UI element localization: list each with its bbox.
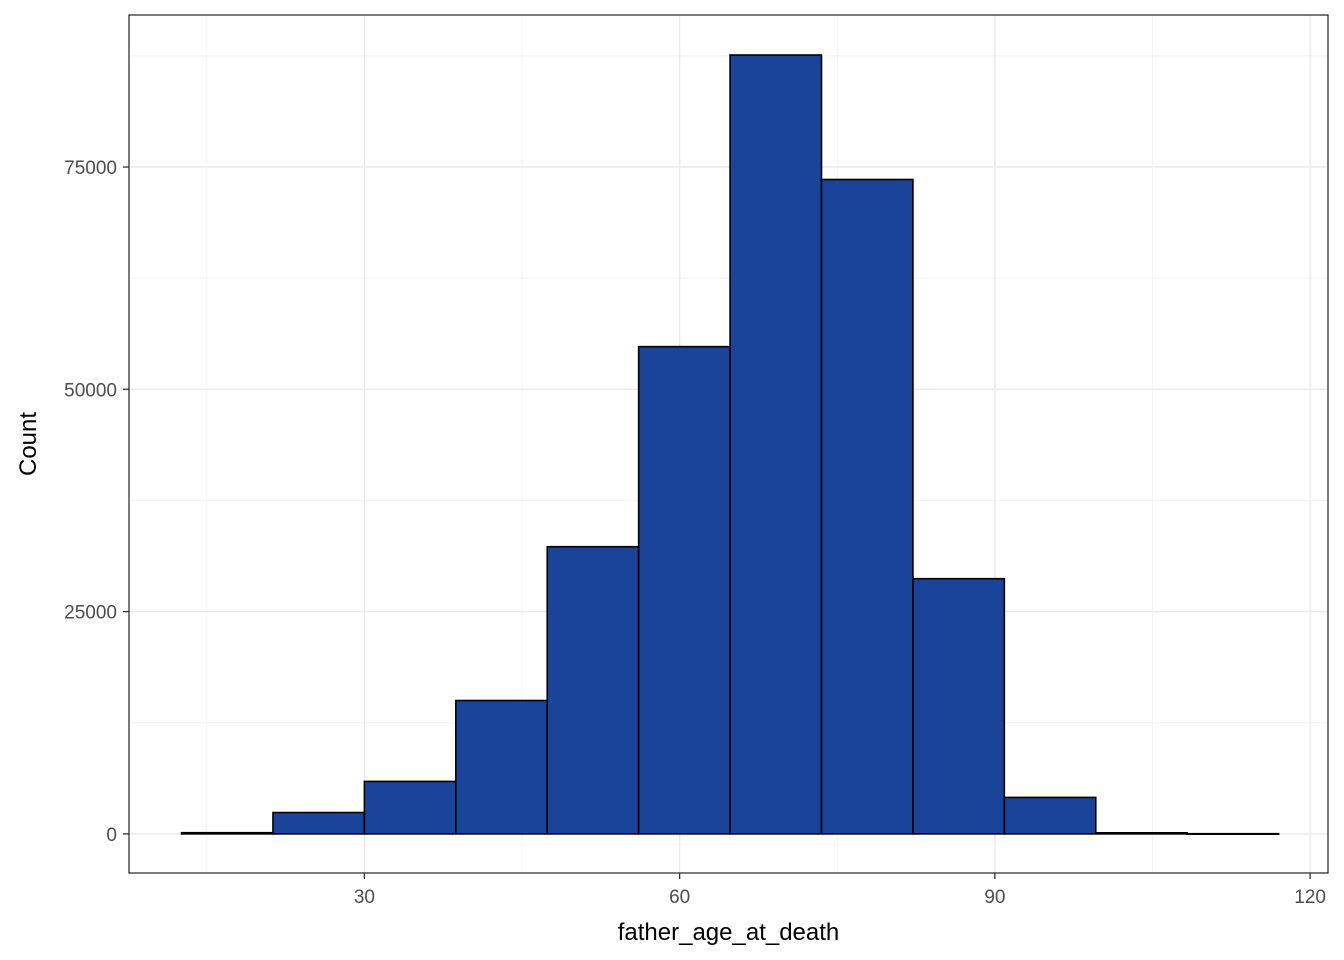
x-tick-label: 120	[1294, 887, 1326, 908]
panel-border	[128, 14, 1329, 874]
histogram-bar	[1003, 796, 1097, 835]
histogram-bar	[272, 811, 366, 835]
bars-layer	[180, 54, 1280, 836]
histogram-bar	[546, 545, 640, 835]
y-tick-label: 25000	[64, 603, 117, 624]
histogram-bar	[1186, 832, 1280, 836]
histogram-bar	[729, 54, 823, 835]
y-tick-label: 0	[106, 825, 117, 846]
histogram-bar	[912, 577, 1006, 835]
x-tick-label: 30	[354, 887, 375, 908]
ticks-layer: 30 60 90 120 0 25000 50000 75000	[64, 158, 1326, 908]
y-tick-label: 50000	[64, 380, 117, 401]
histogram-bar	[455, 699, 549, 835]
histogram-bar	[820, 178, 914, 835]
histogram-bar	[363, 780, 457, 835]
histogram-bar	[637, 345, 731, 835]
x-axis-title: father_age_at_death	[618, 919, 840, 946]
y-tick-label: 75000	[64, 158, 117, 179]
x-tick-label: 60	[669, 887, 690, 908]
y-axis-title: Count	[15, 412, 42, 476]
histogram-bar	[180, 831, 274, 835]
x-tick-label: 90	[984, 887, 1005, 908]
histogram-bar	[1094, 832, 1188, 835]
